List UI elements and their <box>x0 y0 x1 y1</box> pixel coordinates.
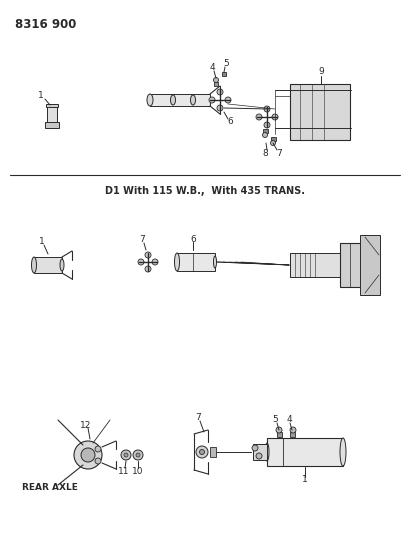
Circle shape <box>263 122 270 128</box>
Text: 8316 900: 8316 900 <box>15 18 76 31</box>
Text: 6: 6 <box>190 235 196 244</box>
Circle shape <box>95 458 101 464</box>
Text: 12: 12 <box>80 421 92 430</box>
Polygon shape <box>339 243 364 287</box>
Polygon shape <box>47 106 57 124</box>
Polygon shape <box>289 253 339 277</box>
Ellipse shape <box>264 443 268 461</box>
Polygon shape <box>150 94 209 106</box>
Polygon shape <box>289 432 294 437</box>
Ellipse shape <box>213 256 216 268</box>
Text: 7: 7 <box>195 414 200 423</box>
Circle shape <box>271 114 277 120</box>
Circle shape <box>252 445 257 451</box>
Circle shape <box>152 259 157 265</box>
Text: 7: 7 <box>139 236 144 245</box>
Circle shape <box>145 252 151 258</box>
Circle shape <box>213 77 218 83</box>
Ellipse shape <box>31 257 36 273</box>
Circle shape <box>255 453 261 459</box>
Circle shape <box>74 441 102 469</box>
Polygon shape <box>34 257 62 273</box>
Circle shape <box>196 446 207 458</box>
Text: 1: 1 <box>38 92 44 101</box>
Circle shape <box>81 448 95 462</box>
Circle shape <box>255 114 261 120</box>
Ellipse shape <box>190 95 195 105</box>
Text: 11: 11 <box>118 466 129 475</box>
Text: 5: 5 <box>222 60 228 69</box>
Text: D1 With 115 W.B.,  With 435 TRANS.: D1 With 115 W.B., With 435 TRANS. <box>105 186 304 196</box>
Polygon shape <box>213 82 218 86</box>
Text: REAR AXLE: REAR AXLE <box>22 483 78 492</box>
Circle shape <box>225 97 230 103</box>
Text: 1: 1 <box>301 475 307 484</box>
Text: 1: 1 <box>39 238 45 246</box>
Circle shape <box>121 450 131 460</box>
Circle shape <box>199 449 204 455</box>
Polygon shape <box>359 235 379 295</box>
Circle shape <box>289 427 295 433</box>
Text: 9: 9 <box>317 68 323 77</box>
Ellipse shape <box>170 95 175 105</box>
Polygon shape <box>221 72 225 76</box>
Polygon shape <box>177 253 214 271</box>
Circle shape <box>124 453 128 457</box>
Text: 6: 6 <box>227 117 232 126</box>
Polygon shape <box>46 104 58 107</box>
Circle shape <box>133 450 143 460</box>
Circle shape <box>209 97 214 103</box>
Ellipse shape <box>174 253 179 271</box>
Text: 5: 5 <box>272 416 277 424</box>
Polygon shape <box>266 438 342 466</box>
Ellipse shape <box>147 94 153 106</box>
Text: 8: 8 <box>261 149 267 157</box>
Polygon shape <box>289 84 349 140</box>
Text: 4: 4 <box>285 416 291 424</box>
Circle shape <box>145 266 151 272</box>
Polygon shape <box>209 447 216 457</box>
Polygon shape <box>252 444 266 460</box>
Circle shape <box>275 427 281 433</box>
Circle shape <box>216 105 222 111</box>
Text: 10: 10 <box>132 466 144 475</box>
Circle shape <box>262 133 267 138</box>
Polygon shape <box>45 122 59 128</box>
Polygon shape <box>270 137 275 141</box>
Ellipse shape <box>60 259 64 271</box>
Circle shape <box>263 106 270 112</box>
Circle shape <box>138 259 144 265</box>
Polygon shape <box>262 129 267 133</box>
Polygon shape <box>276 432 281 437</box>
Circle shape <box>95 446 101 452</box>
Circle shape <box>136 453 139 457</box>
Ellipse shape <box>339 438 345 466</box>
Text: 7: 7 <box>275 149 281 157</box>
Circle shape <box>216 89 222 95</box>
Circle shape <box>270 141 275 146</box>
Text: 4: 4 <box>209 63 214 72</box>
